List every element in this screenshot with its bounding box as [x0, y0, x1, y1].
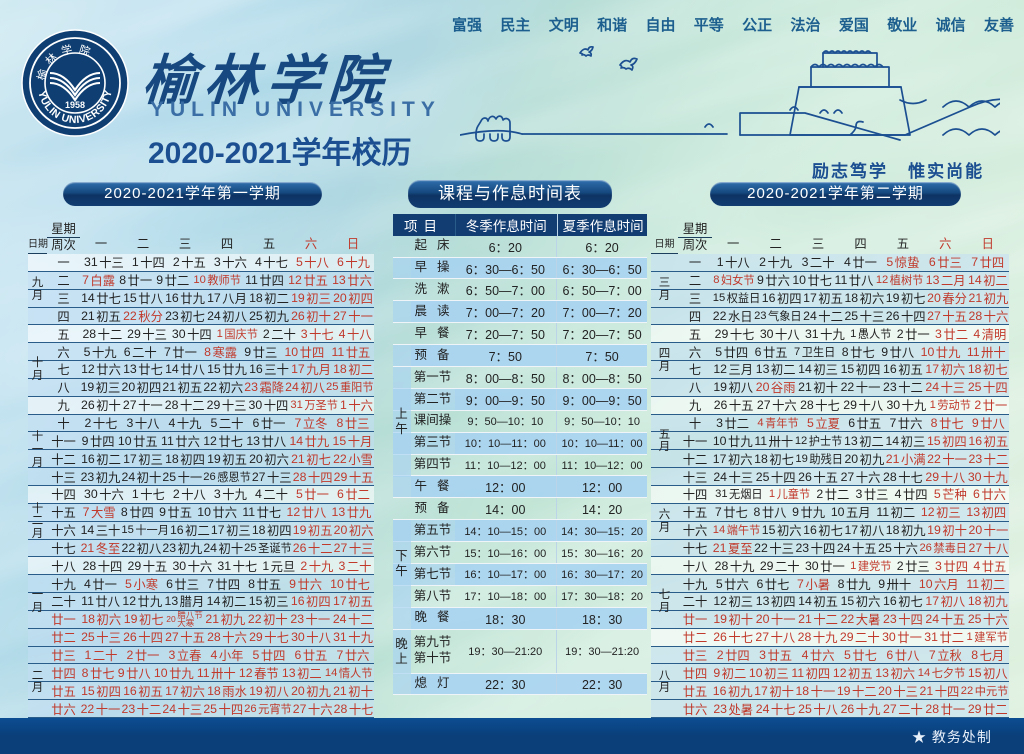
- svg-text:1958: 1958: [65, 100, 85, 110]
